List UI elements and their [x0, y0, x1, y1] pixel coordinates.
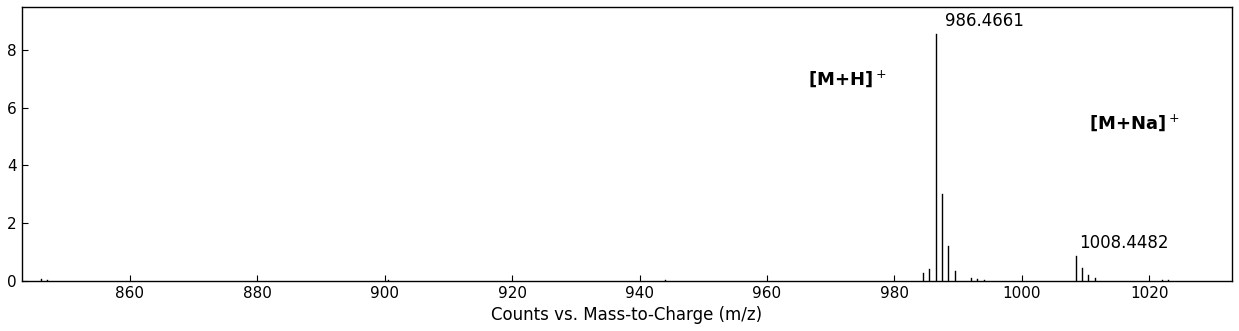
- X-axis label: Counts vs. Mass-to-Charge (m/z): Counts vs. Mass-to-Charge (m/z): [491, 306, 762, 324]
- Text: 1008.4482: 1008.4482: [1079, 234, 1168, 252]
- Text: [M+Na]$^+$: [M+Na]$^+$: [1089, 112, 1180, 133]
- Text: [M+H]$^+$: [M+H]$^+$: [808, 69, 887, 89]
- Text: 986.4661: 986.4661: [945, 12, 1023, 30]
